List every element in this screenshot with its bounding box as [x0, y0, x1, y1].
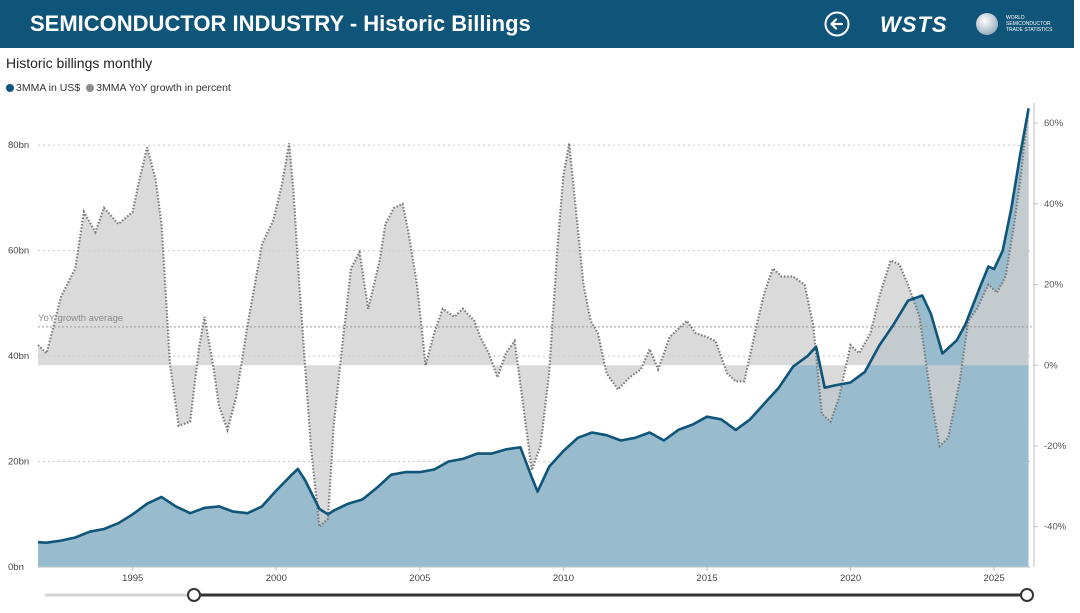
legend-label-yoy: 3MMA YoY growth in percent	[96, 82, 231, 94]
y-right-tick-label: 20%	[1044, 280, 1064, 291]
logo-subtext: WORLD SEMICONDUCTOR TRADE STATISTICS	[1006, 15, 1053, 33]
growth-average-label: YoY growth average	[38, 313, 123, 324]
globe-icon	[976, 13, 998, 35]
growth-line	[37, 110, 1030, 530]
x-tick-label: 2000	[266, 573, 287, 584]
x-tick-label: 2025	[984, 573, 1005, 584]
range-slider-handle-end[interactable]	[1020, 588, 1034, 602]
y-right-tick-label: 40%	[1044, 199, 1064, 210]
legend-item-usd[interactable]: 3MMA in US$	[6, 82, 80, 94]
chart-legend: 3MMA in US$ 3MMA YoY growth in percent	[6, 82, 231, 94]
x-tick-label: 1995	[122, 573, 143, 584]
y-left-tick-label: 20bn	[8, 457, 29, 468]
logo-text: WSTS	[880, 12, 948, 37]
chart-subtitle: Historic billings monthly	[6, 55, 153, 71]
back-arrow-icon[interactable]	[824, 11, 850, 37]
y-left-tick-label: 0bn	[8, 562, 24, 573]
y-left-tick-label: 60bn	[8, 246, 29, 257]
y-left-tick-label: 80bn	[8, 140, 29, 151]
page-title: SEMICONDUCTOR INDUSTRY - Historic Billin…	[30, 11, 531, 36]
y-right-tick-label: -40%	[1044, 522, 1067, 533]
x-tick-label: 2005	[409, 573, 430, 584]
y-right-tick-label: 60%	[1044, 118, 1064, 129]
billings-line	[37, 108, 1030, 544]
legend-item-yoy[interactable]: 3MMA YoY growth in percent	[86, 82, 231, 94]
x-tick-label: 2015	[696, 573, 717, 584]
y-right-tick-label: 0%	[1044, 360, 1058, 371]
x-tick-label: 2010	[553, 573, 574, 584]
header-bar: SEMICONDUCTOR INDUSTRY - Historic Billin…	[0, 0, 1074, 48]
legend-dot-usd	[6, 84, 14, 92]
billings-area	[38, 108, 1029, 568]
y-left-tick-label: 40bn	[8, 351, 29, 362]
range-slider-handle-start[interactable]	[187, 588, 201, 602]
growth-area	[38, 111, 1029, 527]
x-tick-label: 2020	[840, 573, 861, 584]
legend-dot-yoy	[86, 84, 95, 92]
y-right-tick-label: -20%	[1044, 441, 1067, 452]
wsts-logo: WSTS WORLD SEMICONDUCTOR TRADE STATISTIC…	[880, 10, 1070, 40]
legend-label-usd: 3MMA in US$	[16, 82, 81, 94]
